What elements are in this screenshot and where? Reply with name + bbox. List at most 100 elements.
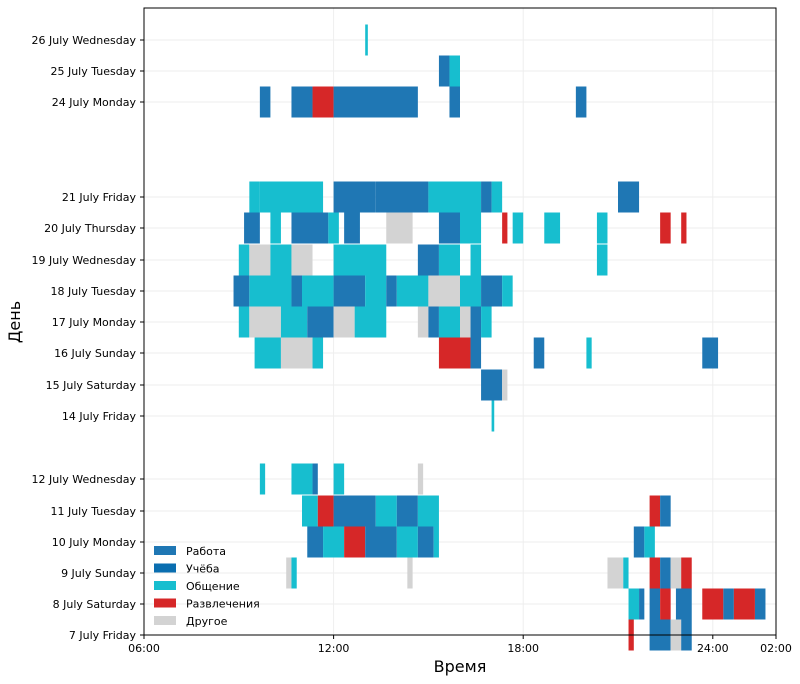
activity-segment xyxy=(681,212,687,244)
legend-swatch xyxy=(154,546,176,555)
y-axis-title: День xyxy=(5,301,24,343)
y-tick-label: 12 July Wednesday xyxy=(32,473,137,486)
activity-segment xyxy=(312,463,318,495)
activity-segment xyxy=(460,275,482,307)
activity-segment xyxy=(481,275,503,307)
activity-segment xyxy=(428,306,439,338)
activity-segment xyxy=(244,212,260,244)
legend-label: Развлечения xyxy=(186,598,260,611)
activity-segment xyxy=(280,337,313,369)
activity-segment xyxy=(328,212,339,244)
x-axis-title: Время xyxy=(434,657,487,676)
activity-segment xyxy=(470,244,482,276)
activity-segment xyxy=(333,306,355,338)
activity-segment xyxy=(317,495,334,527)
activity-segment xyxy=(386,275,397,307)
y-tick-label: 7 July Friday xyxy=(69,629,137,642)
activity-segment xyxy=(365,275,387,307)
legend-label: Другое xyxy=(186,615,228,628)
y-tick-label: 25 July Tuesday xyxy=(50,65,136,78)
activity-segment xyxy=(386,212,413,244)
activity-segment xyxy=(502,212,508,244)
y-tick-labels: 7 July Friday 8 July Saturday 9 July Sunda… xyxy=(32,34,144,642)
activity-segment xyxy=(438,55,450,87)
x-tick-label: 18:00 xyxy=(507,642,539,655)
activity-segment xyxy=(291,463,313,495)
activity-segment xyxy=(649,588,661,620)
activity-segment xyxy=(333,463,345,495)
activity-segment xyxy=(628,588,640,620)
activity-segment xyxy=(249,306,281,338)
activity-segment xyxy=(491,400,495,432)
activity-segment xyxy=(333,86,418,118)
activity-segment xyxy=(438,244,460,276)
activity-segment xyxy=(375,181,429,213)
y-tick-label: 21 July Friday xyxy=(62,191,137,204)
activity-segment xyxy=(481,181,492,213)
activity-segment xyxy=(254,337,281,369)
activity-segment xyxy=(354,306,387,338)
y-tick-label: 10 July Monday xyxy=(52,536,137,549)
activity-segment xyxy=(733,588,755,620)
activity-segment xyxy=(502,369,508,401)
activity-segment xyxy=(270,212,281,244)
activity-segment xyxy=(333,495,376,527)
activity-segment xyxy=(596,212,608,244)
activity-segment xyxy=(375,495,397,527)
activity-segment xyxy=(428,275,460,307)
activity-segment xyxy=(470,337,482,369)
activity-segment xyxy=(323,526,345,558)
activity-segment xyxy=(270,244,292,276)
y-tick-label: 20 July Thursday xyxy=(44,222,136,235)
activity-segment xyxy=(449,86,460,118)
legend-swatch xyxy=(154,563,176,573)
activity-segment xyxy=(396,526,418,558)
activity-segment xyxy=(307,306,334,338)
activity-segment xyxy=(438,306,460,338)
activity-segment xyxy=(723,588,734,620)
activity-segment xyxy=(512,212,524,244)
legend-swatch xyxy=(154,598,176,608)
activity-segment xyxy=(291,86,313,118)
x-tick-label: 06:00 xyxy=(128,642,160,655)
activity-segment xyxy=(670,557,682,589)
activity-segment xyxy=(333,244,387,276)
activity-segments xyxy=(233,24,766,651)
activity-segment xyxy=(607,557,624,589)
activity-segment xyxy=(639,588,645,620)
activity-segment xyxy=(644,526,655,558)
activity-segment xyxy=(312,86,334,118)
y-tick-label: 18 July Tuesday xyxy=(50,285,136,298)
activity-segment xyxy=(460,212,482,244)
activity-segment xyxy=(481,369,503,401)
x-tick-label: 12:00 xyxy=(318,642,350,655)
activity-segment xyxy=(417,495,439,527)
activity-segment xyxy=(291,275,302,307)
activity-segment xyxy=(754,588,766,620)
activity-segment xyxy=(481,306,492,338)
y-tick-label: 15 July Saturday xyxy=(46,379,137,392)
activity-segment xyxy=(259,181,324,213)
activity-segment xyxy=(417,244,439,276)
y-tick-label: 8 July Saturday xyxy=(53,598,137,611)
activity-segment xyxy=(575,86,587,118)
activity-segment xyxy=(344,526,366,558)
x-tick-label: 24:00 xyxy=(697,642,729,655)
activity-segment xyxy=(649,557,661,589)
activity-segment xyxy=(533,337,545,369)
activity-segment xyxy=(291,557,297,589)
activity-segment xyxy=(333,275,366,307)
y-tick-label: 11 July Tuesday xyxy=(50,505,136,518)
activity-segment xyxy=(623,557,629,589)
y-tick-label: 19 July Wednesday xyxy=(32,254,137,267)
activity-segment xyxy=(291,212,329,244)
activity-segment xyxy=(307,526,324,558)
activity-segment xyxy=(249,244,271,276)
activity-segment xyxy=(259,86,271,118)
activity-segment xyxy=(286,557,292,589)
activity-segment xyxy=(660,212,671,244)
activity-segment xyxy=(333,181,376,213)
legend-label: Учёба xyxy=(186,563,220,576)
activity-segment xyxy=(312,337,324,369)
